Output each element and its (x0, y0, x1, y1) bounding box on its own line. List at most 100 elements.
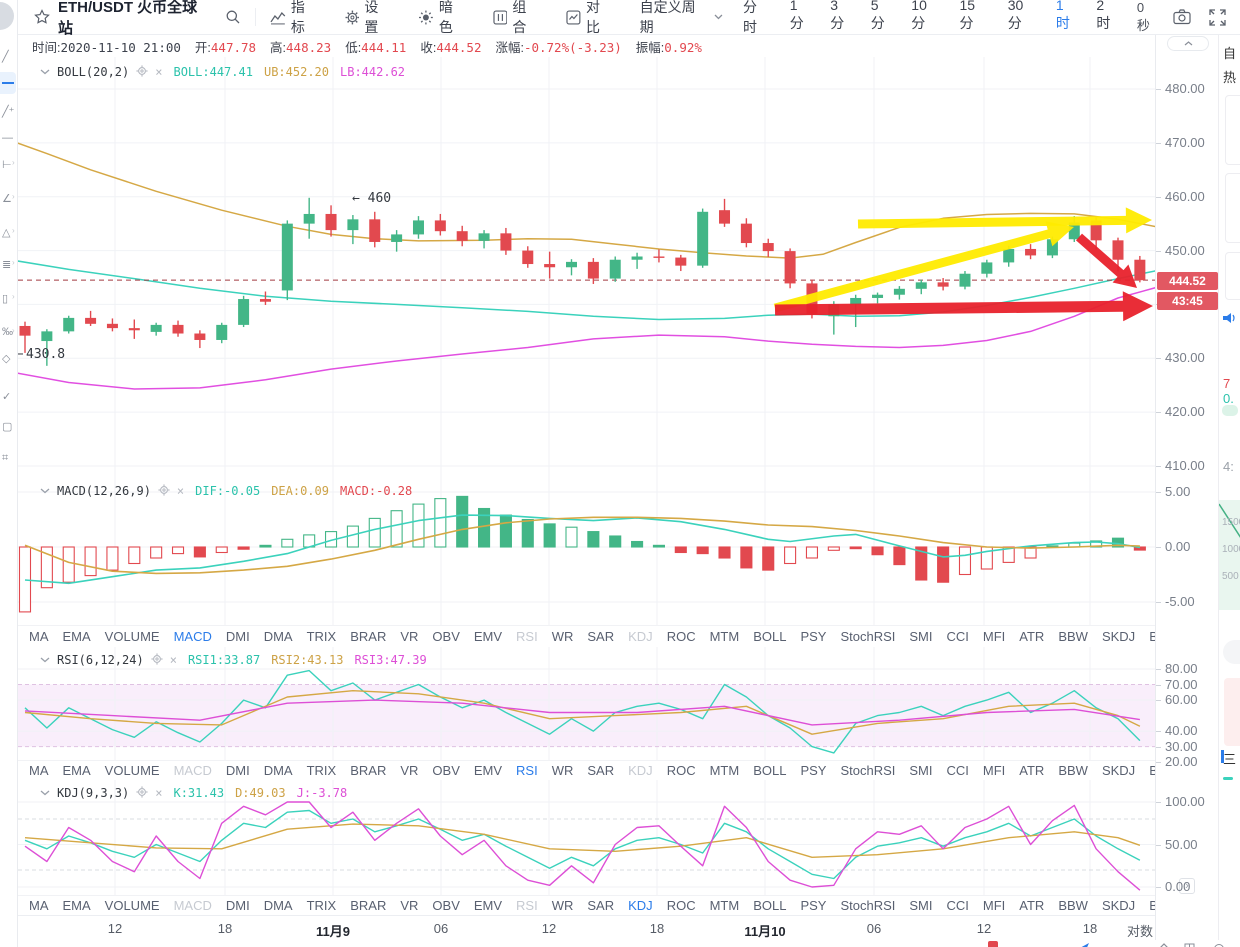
draw-tool-icon[interactable]: ╱ (2, 51, 9, 63)
indicator-close-icon[interactable]: × (176, 484, 185, 498)
tool-submenu-arrow[interactable]: › (12, 226, 15, 235)
tab-mfi[interactable]: MFI (982, 898, 1006, 913)
tab-trix[interactable]: TRIX (306, 629, 337, 644)
tab-trix[interactable]: TRIX (306, 763, 337, 778)
tab-ma[interactable]: MA (29, 898, 49, 913)
draw-tool-icon[interactable]: ∠ (2, 193, 12, 205)
period-10分[interactable]: 10分 (911, 0, 927, 31)
search-icon[interactable] (225, 9, 241, 25)
tab-kdj[interactable]: KDJ (628, 763, 653, 778)
tab-brar[interactable]: BRAR (350, 898, 387, 913)
tab-bbw[interactable]: BBW (1058, 898, 1088, 913)
indicator-settings-gear-icon[interactable] (136, 65, 148, 79)
price-axis[interactable]: › 480.00470.00460.00450.00440.00430.0042… (1155, 35, 1218, 940)
status-red-icon[interactable] (988, 941, 998, 947)
period-15分[interactable]: 15分 (959, 0, 976, 31)
tab-bbw[interactable]: BBW (1058, 763, 1088, 778)
indicator-close-icon[interactable]: × (155, 65, 163, 79)
tab-emv[interactable]: EMV (473, 898, 503, 913)
tab-volume[interactable]: VOLUME (104, 898, 160, 913)
draw-tool-icon[interactable]: ▢ (2, 421, 13, 433)
favorite-star-icon[interactable] (34, 9, 50, 25)
tab-roc[interactable]: ROC (666, 763, 696, 778)
tool-submenu-arrow[interactable]: › (12, 326, 15, 335)
tab-emv[interactable]: EMV (473, 763, 503, 778)
sell-card-fragment[interactable] (1224, 678, 1240, 746)
tab-psy[interactable]: PSY (800, 898, 827, 913)
tab-roc[interactable]: ROC (666, 629, 696, 644)
right-panel-card[interactable] (1225, 95, 1240, 165)
period-1时[interactable]: 1时 (1055, 0, 1070, 31)
menu-layout[interactable]: 组合 (492, 0, 541, 37)
tab-trix[interactable]: TRIX (306, 898, 337, 913)
tab-stochrsi[interactable]: StochRSI (840, 629, 896, 644)
custom-period-menu[interactable]: 自定义周期 (640, 0, 723, 37)
tab-dmi[interactable]: DMI (225, 898, 250, 913)
draw-tool-icon[interactable]: ⌗ (2, 452, 9, 464)
draw-tool-icon[interactable]: ▯ (2, 293, 9, 305)
tab-dmi[interactable]: DMI (225, 629, 250, 644)
tab-psy[interactable]: PSY (800, 763, 827, 778)
tab-psy[interactable]: PSY (800, 629, 827, 644)
tab-macd[interactable]: MACD (173, 629, 212, 644)
tab-sar[interactable]: SAR (587, 629, 615, 644)
main-candlestick-chart[interactable]: ← 460 430.8 (18, 57, 1155, 478)
tab-sar[interactable]: SAR (587, 898, 615, 913)
tab-cci[interactable]: CCI (946, 898, 969, 913)
draw-tool-icon[interactable]: — (2, 132, 13, 144)
tab-bbw[interactable]: BBW (1058, 629, 1088, 644)
tab-smi[interactable]: SMI (909, 898, 933, 913)
menu-compare[interactable]: 对比 (566, 0, 614, 37)
tab-ema[interactable]: EMA (62, 763, 91, 778)
rsi-panel-chart[interactable] (18, 647, 1155, 760)
tab-boll[interactable]: BOLL (753, 629, 787, 644)
tab-kdj[interactable]: KDJ (628, 898, 653, 913)
period-30分[interactable]: 30分 (1007, 0, 1024, 31)
draw-tool-icon[interactable]: △ (2, 227, 11, 239)
period-分时[interactable]: 分时 (743, 0, 758, 35)
tool-submenu-arrow[interactable]: › (12, 192, 15, 201)
tab-atr[interactable]: ATR (1019, 898, 1045, 913)
collapse-chevron-icon[interactable] (40, 657, 50, 663)
tab-brar[interactable]: BRAR (350, 763, 387, 778)
tab-wr[interactable]: WR (551, 763, 574, 778)
period-2时[interactable]: 2时 (1096, 0, 1111, 31)
tab-wr[interactable]: WR (551, 898, 574, 913)
tab-boll[interactable]: BOLL (753, 898, 787, 913)
tab-obv[interactable]: OBV (432, 629, 460, 644)
tab-atr[interactable]: ATR (1019, 763, 1045, 778)
tab-dmi[interactable]: DMI (225, 763, 250, 778)
tab-ema[interactable]: EMA (62, 629, 91, 644)
menu-indicator[interactable]: 指标 (270, 0, 319, 37)
announcement-speaker-icon[interactable] (1223, 311, 1237, 329)
tab-vr[interactable]: VR (400, 898, 419, 913)
log-scale-button[interactable]: 对数 (1127, 924, 1154, 939)
tab-skdj[interactable]: SKDJ (1101, 763, 1136, 778)
tab-stochrsi[interactable]: StochRSI (840, 763, 896, 778)
tab-cci[interactable]: CCI (946, 763, 969, 778)
indicator-settings-gear-icon[interactable] (136, 786, 148, 800)
tab-skdj[interactable]: SKDJ (1101, 898, 1136, 913)
tool-submenu-arrow[interactable]: › (12, 292, 15, 301)
more-icon[interactable] (1213, 940, 1225, 947)
drawing-toolbar[interactable]: ╱ ╱⁺ — ⊢ ∠ △ ≣ ▯ ‰ ◇ ✓ ▢ ⌗ › › › › › › (0, 0, 18, 947)
tab-macd[interactable]: MACD (173, 763, 212, 778)
selected-draw-tool[interactable] (0, 72, 16, 94)
snapshot-camera-icon[interactable] (1173, 9, 1191, 25)
indicator-close-icon[interactable]: × (169, 653, 177, 667)
draw-tool-icon[interactable]: ‰ (2, 326, 13, 338)
tab-mfi[interactable]: MFI (982, 629, 1006, 644)
period-1分[interactable]: 1分 (789, 0, 804, 31)
kdj-panel-chart[interactable] (18, 780, 1155, 895)
tab-mtm[interactable]: MTM (709, 763, 740, 778)
symbol-title[interactable]: ETH/USDT 火币全球站 (58, 0, 198, 37)
tab-mtm[interactable]: MTM (709, 629, 740, 644)
tab-dma[interactable]: DMA (263, 898, 293, 913)
period-3分[interactable]: 3分 (830, 0, 845, 31)
tab-boll[interactable]: BOLL (753, 763, 787, 778)
tab-ma[interactable]: MA (29, 763, 49, 778)
tab-obv[interactable]: OBV (432, 898, 460, 913)
menu-sun[interactable]: 暗色 (418, 0, 467, 37)
period-5分[interactable]: 5分 (870, 0, 885, 31)
